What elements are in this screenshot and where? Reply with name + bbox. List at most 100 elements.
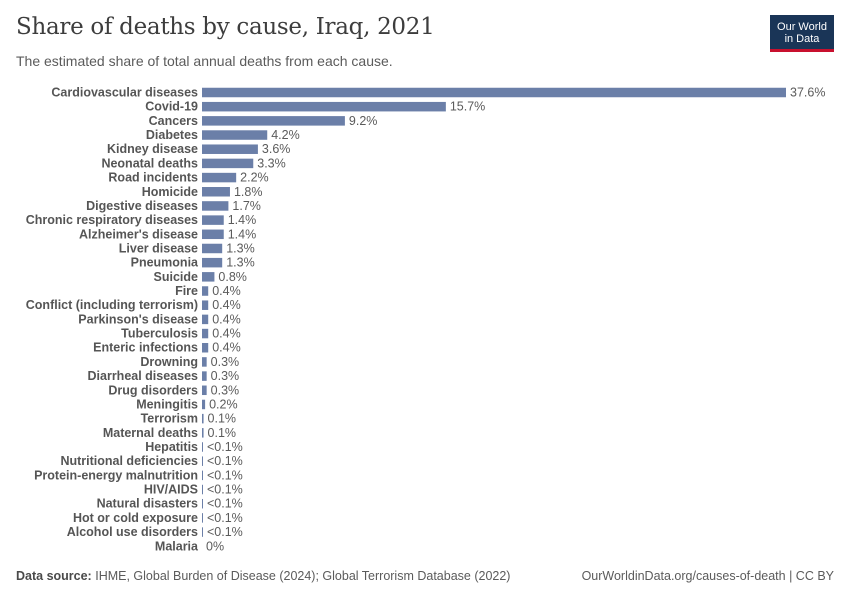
bar[interactable] [202, 399, 206, 410]
bar[interactable] [202, 158, 254, 169]
value-label: <0.1% [207, 468, 243, 482]
value-label: 37.6% [790, 86, 825, 100]
bar[interactable] [202, 229, 224, 240]
category-label: Pneumonia [131, 256, 199, 270]
bar[interactable] [202, 87, 786, 98]
value-label: <0.1% [207, 440, 243, 454]
category-label: Diarrheal diseases [88, 369, 199, 383]
category-label: Tuberculosis [121, 327, 198, 341]
value-label: 9.2% [349, 114, 378, 128]
category-label: Enteric infections [93, 341, 198, 355]
category-label: Drowning [140, 355, 198, 369]
category-label: Hepatitis [145, 440, 198, 454]
bar[interactable] [202, 513, 203, 523]
bar[interactable] [202, 371, 207, 381]
category-label: Fire [175, 284, 198, 298]
value-label: <0.1% [207, 483, 243, 497]
value-label: 1.7% [232, 199, 260, 213]
bar[interactable] [202, 201, 229, 211]
category-label: Alcohol use disorders [67, 525, 198, 539]
bar[interactable] [202, 300, 209, 310]
value-label: 1.4% [228, 213, 257, 227]
logo-line-1: Our World [777, 21, 827, 33]
value-label: 0.8% [218, 270, 247, 284]
category-label: Alzheimer's disease [79, 227, 198, 241]
category-label: Suicide [154, 270, 199, 284]
bar[interactable] [202, 101, 446, 112]
bar[interactable] [202, 527, 203, 537]
value-label: 4.2% [271, 128, 300, 142]
logo-line-2: in Data [784, 33, 820, 45]
category-label: Road incidents [108, 171, 198, 185]
category-label: Terrorism [141, 412, 198, 426]
category-label: Diabetes [146, 128, 198, 142]
value-label: 2.2% [240, 171, 269, 185]
value-label: 0.1% [208, 426, 237, 440]
category-label: Parkinson's disease [78, 312, 198, 326]
bar[interactable] [202, 498, 203, 509]
owid-logo[interactable]: Our World in Data [770, 15, 834, 52]
bar[interactable] [202, 172, 237, 183]
category-label: Covid-19 [145, 100, 198, 114]
category-label: Neonatal deaths [101, 156, 198, 170]
value-label: 0.4% [212, 284, 241, 298]
category-label: HIV/AIDS [144, 483, 198, 497]
data-source-text: IHME, Global Burden of Disease (2024); G… [95, 569, 511, 583]
value-label: <0.1% [207, 497, 243, 511]
value-label: 1.3% [226, 241, 255, 255]
category-label: Natural disasters [97, 497, 198, 511]
bar[interactable] [202, 456, 203, 466]
value-label: <0.1% [207, 454, 243, 468]
category-label: Chronic respiratory diseases [26, 213, 198, 227]
value-label: 0.3% [211, 355, 240, 369]
category-label: Meningitis [136, 397, 198, 411]
category-label: Homicide [142, 185, 198, 199]
category-label: Liver disease [119, 241, 198, 255]
bar[interactable] [202, 257, 223, 268]
value-label: 0.1% [208, 412, 237, 426]
bar[interactable] [202, 484, 203, 495]
category-label: Maternal deaths [103, 426, 198, 440]
chart-title: Share of deaths by cause, Iraq, 2021 [16, 14, 435, 40]
bar[interactable] [202, 243, 223, 254]
value-label: 0.4% [212, 327, 241, 341]
value-label: <0.1% [207, 525, 243, 539]
value-label: 0.2% [209, 397, 238, 411]
bar[interactable] [202, 314, 209, 325]
value-label: 0% [206, 539, 224, 553]
value-label: 15.7% [450, 100, 485, 114]
category-label: Cancers [149, 114, 198, 128]
bar[interactable] [202, 385, 207, 396]
value-label: 1.8% [234, 185, 263, 199]
category-label: Kidney disease [107, 142, 198, 156]
bar[interactable] [202, 442, 203, 452]
category-label: Malaria [155, 539, 199, 553]
value-label: 0.3% [211, 369, 240, 383]
bar[interactable] [202, 116, 345, 126]
source-url-link[interactable]: OurWorldinData.org/causes-of-death | CC … [581, 569, 834, 583]
bar[interactable] [202, 470, 203, 481]
bar[interactable] [202, 328, 209, 339]
bar[interactable] [202, 215, 224, 225]
bar[interactable] [202, 272, 215, 282]
category-label: Conflict (including terrorism) [26, 298, 198, 312]
bar[interactable] [202, 357, 207, 367]
bar[interactable] [202, 130, 268, 140]
value-label: 3.6% [262, 142, 291, 156]
data-source-label: Data source: [16, 569, 92, 583]
category-label: Nutritional deficiencies [60, 454, 198, 468]
bar[interactable] [202, 413, 204, 424]
bar[interactable] [202, 286, 209, 296]
bar[interactable] [202, 187, 230, 197]
category-label: Protein-energy malnutrition [34, 468, 198, 482]
category-label: Digestive diseases [86, 199, 198, 213]
data-source: Data source: IHME, Global Burden of Dise… [16, 569, 510, 583]
bar[interactable] [202, 428, 204, 438]
bar[interactable] [202, 144, 258, 154]
value-label: 1.4% [228, 227, 257, 241]
value-label: 0.4% [212, 341, 241, 355]
value-label: 1.3% [226, 256, 255, 270]
chart-subtitle: The estimated share of total annual deat… [16, 53, 393, 69]
bar[interactable] [202, 342, 209, 353]
